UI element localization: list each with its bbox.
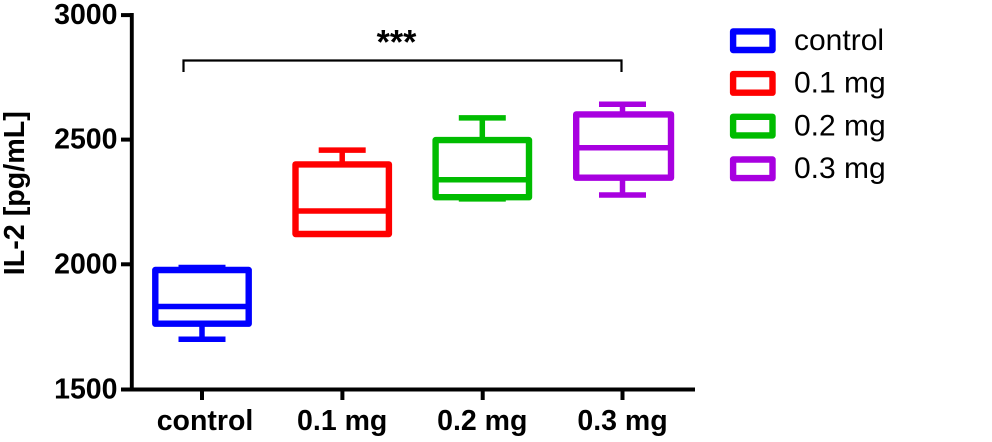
svg-text:0.3 mg: 0.3 mg (577, 405, 667, 437)
svg-text:control: control (157, 405, 254, 437)
svg-text:0.1 mg: 0.1 mg (297, 405, 387, 437)
svg-text:control: control (794, 24, 884, 57)
svg-text:2000: 2000 (54, 248, 117, 280)
svg-text:2500: 2500 (54, 124, 117, 156)
svg-text:0.2 mg: 0.2 mg (794, 109, 886, 142)
svg-text:0.3 mg: 0.3 mg (794, 152, 886, 185)
svg-text:0.1 mg: 0.1 mg (794, 67, 886, 100)
svg-text:***: *** (377, 24, 417, 62)
svg-text:3000: 3000 (54, 0, 117, 31)
svg-text:1500: 1500 (54, 374, 117, 406)
svg-text:IL-2 [pg/mL]: IL-2 [pg/mL] (0, 111, 31, 275)
svg-text:0.2 mg: 0.2 mg (437, 405, 527, 437)
